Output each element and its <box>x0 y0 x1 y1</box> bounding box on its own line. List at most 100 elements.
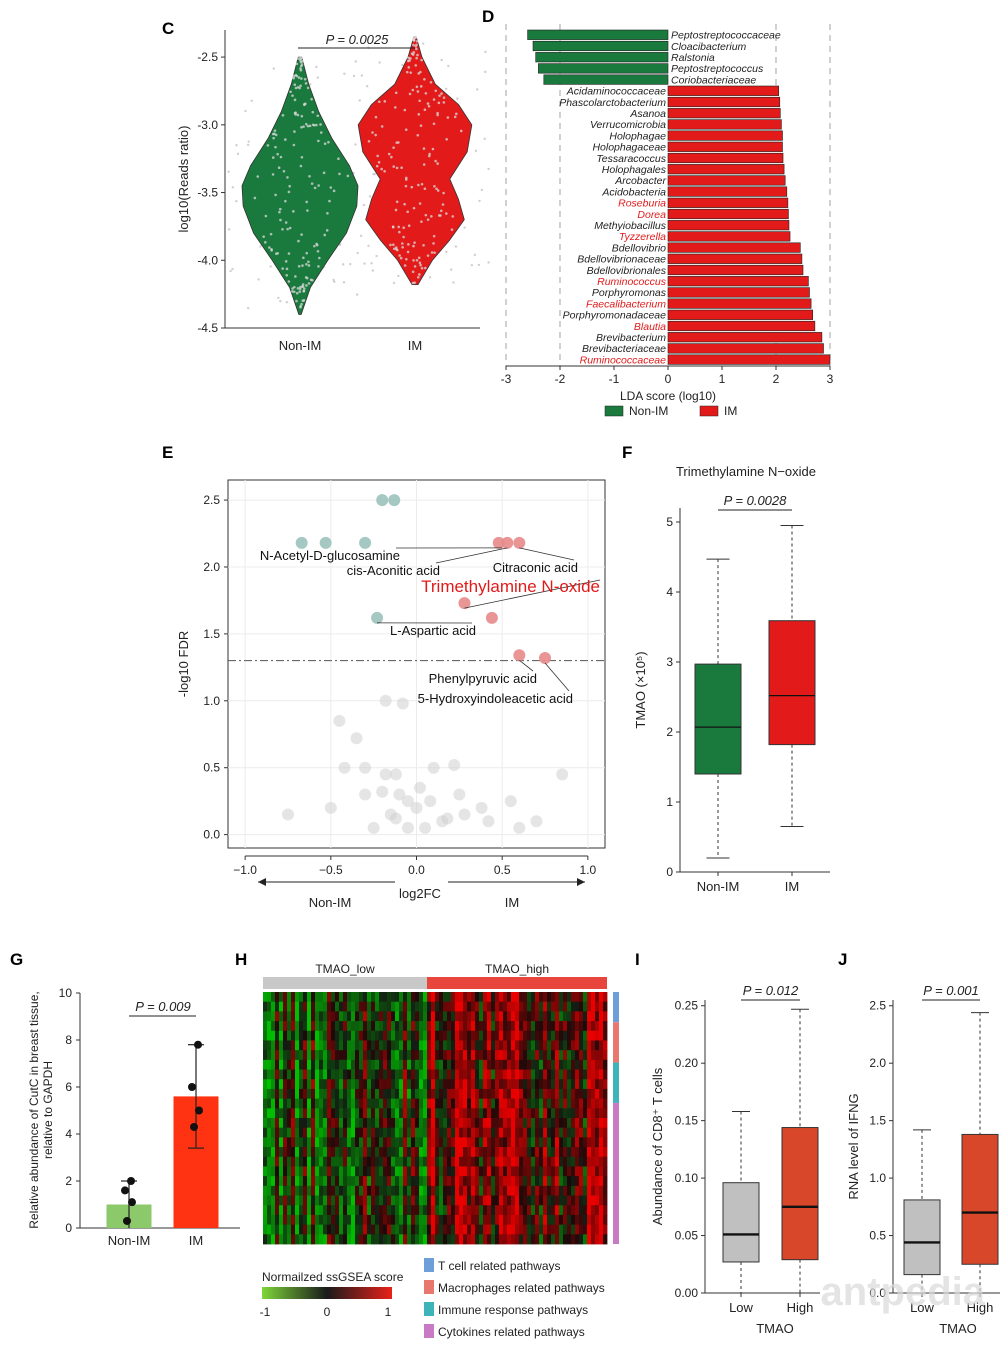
heat-cell <box>391 1059 396 1070</box>
heat-cell <box>387 1185 392 1196</box>
heat-cell <box>359 1079 364 1090</box>
heat-cell <box>287 1137 292 1148</box>
heat-cell <box>551 1118 556 1129</box>
heat-cell <box>263 1079 268 1090</box>
heat-cell <box>527 1040 532 1051</box>
violin-point <box>253 196 257 200</box>
violin-point <box>407 56 410 60</box>
heat-cell <box>603 1176 608 1187</box>
heat-cell <box>559 1234 564 1245</box>
heat-cell <box>595 1001 600 1012</box>
heat-cell <box>263 1040 268 1051</box>
heat-cell <box>479 992 484 1003</box>
heat-cell <box>603 1088 608 1100</box>
heat-cell <box>535 1176 540 1187</box>
heat-cell <box>263 1118 268 1129</box>
heat-cell <box>591 1185 596 1196</box>
heat-cell <box>415 1059 420 1070</box>
violin-point <box>307 282 311 285</box>
heat-cell <box>359 1050 364 1061</box>
heat-cell <box>275 1185 280 1196</box>
heat-cell <box>387 1069 392 1080</box>
violin-point <box>300 302 303 306</box>
heat-cell <box>459 1050 464 1061</box>
heat-cell <box>499 1108 504 1119</box>
heat-cell <box>595 1205 600 1216</box>
heat-cell <box>387 1011 392 1022</box>
heat-cell <box>335 1214 340 1226</box>
heat-cell <box>371 1127 376 1138</box>
heat-cell <box>335 1001 340 1012</box>
bg-point <box>392 281 396 285</box>
heat-cell <box>567 1079 572 1090</box>
heat-cell <box>307 1176 312 1187</box>
heat-cell <box>307 1011 312 1022</box>
violin-point <box>326 212 329 215</box>
heat-cell <box>375 1021 380 1032</box>
violin-point <box>436 189 440 192</box>
heat-cell <box>483 1079 488 1090</box>
heat-cell <box>423 1050 428 1061</box>
heat-cell <box>331 1118 336 1129</box>
heat-cell <box>383 1059 388 1070</box>
heat-cell <box>399 1156 404 1167</box>
heat-cell <box>271 1127 276 1138</box>
heat-cell <box>303 1147 308 1158</box>
heat-cell <box>275 1001 280 1012</box>
heat-cell <box>595 1011 600 1022</box>
heat-cell <box>279 1118 284 1129</box>
heat-cell <box>531 1176 536 1187</box>
violin-point <box>376 154 379 158</box>
heat-cell <box>307 1040 312 1051</box>
heat-cell <box>475 1001 480 1012</box>
y-tick-label: -3.5 <box>197 186 218 200</box>
violin-point <box>327 140 330 144</box>
heat-cell <box>411 1088 416 1100</box>
heat-cell <box>295 1011 300 1022</box>
lda-bar <box>667 343 824 354</box>
x-tick-label: 0.5 <box>494 863 511 877</box>
heat-cell <box>347 1040 352 1051</box>
heat-cell <box>383 992 388 1003</box>
heat-cell <box>555 1098 560 1109</box>
heat-cell <box>587 1127 592 1138</box>
heat-cell <box>355 1234 360 1245</box>
heat-cell <box>511 992 516 1003</box>
heat-cell <box>575 1040 580 1051</box>
heat-cell <box>443 1108 448 1119</box>
panel-label-d: D <box>482 7 494 26</box>
heat-cell <box>439 1137 444 1148</box>
bg-point <box>343 72 346 75</box>
heat-cell <box>335 1069 340 1080</box>
heat-cell <box>351 1050 356 1061</box>
x-axis-label: TMAO <box>756 1321 794 1336</box>
violin-point <box>414 35 417 39</box>
bg-point <box>484 50 487 54</box>
lda-bar <box>667 298 812 309</box>
heat-cell <box>435 1195 440 1206</box>
heat-cell <box>375 1088 380 1100</box>
heat-cell <box>567 1011 572 1022</box>
heat-cell <box>367 1098 372 1109</box>
violin-point <box>278 210 281 214</box>
heat-cell <box>539 992 544 1003</box>
heat-cell <box>331 1147 336 1158</box>
heat-cell <box>455 1021 460 1032</box>
heat-cell <box>371 1059 376 1070</box>
heat-cell <box>487 1079 492 1090</box>
heat-cell <box>295 1098 300 1109</box>
heat-cell <box>591 1137 596 1148</box>
heat-cell <box>323 1030 328 1041</box>
heat-cell <box>455 1050 460 1061</box>
heat-cell <box>347 1059 352 1070</box>
heat-cell <box>475 1185 480 1196</box>
heat-cell <box>603 1166 608 1177</box>
bg-point <box>360 74 364 77</box>
heat-cell <box>415 1108 420 1119</box>
heat-cell <box>311 1127 316 1138</box>
heat-cell <box>291 1195 296 1206</box>
heat-cell <box>331 1234 336 1245</box>
heat-cell <box>579 1205 584 1216</box>
heat-cell <box>327 1098 332 1109</box>
heat-cell <box>383 1021 388 1032</box>
